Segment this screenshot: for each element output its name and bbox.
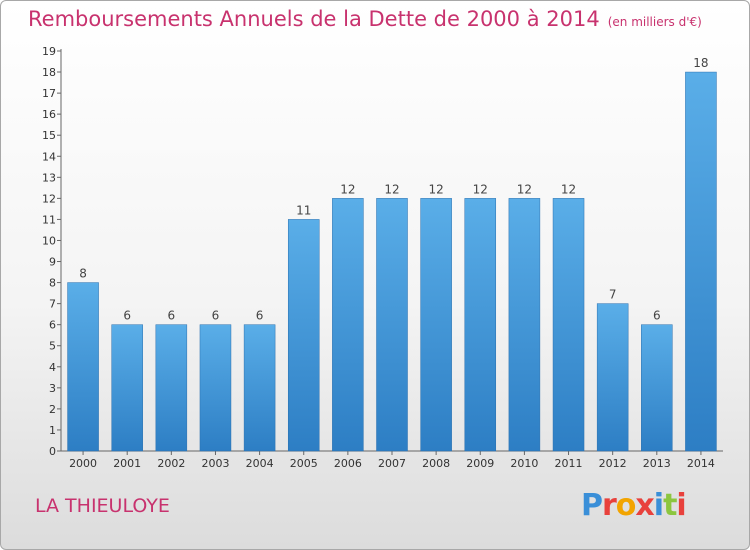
x-tick-label-2005: 2005 [290, 457, 318, 470]
value-label-2014: 18 [693, 56, 708, 70]
bar-2011 [552, 198, 585, 452]
value-label-2007: 12 [384, 182, 399, 196]
x-tick-label-2007: 2007 [378, 457, 406, 470]
y-tick-label: 4 [49, 361, 56, 374]
y-tick-label: 9 [49, 256, 56, 269]
proxiti-logo: Proxiti [581, 488, 687, 523]
value-label-2003: 6 [212, 309, 220, 323]
bar-2010 [508, 198, 541, 452]
x-tick-label-2004: 2004 [246, 457, 274, 470]
x-tick-label-2009: 2009 [466, 457, 494, 470]
y-tick-label: 13 [42, 171, 56, 184]
proxiti-logo-letter: o [615, 488, 637, 523]
proxiti-logo-letter: P [581, 488, 603, 523]
y-tick-label: 19 [42, 45, 56, 58]
chart-title-text: Remboursements Annuels de la Dette de 20… [28, 7, 600, 31]
x-tick-label-2003: 2003 [201, 457, 229, 470]
value-label-2012: 7 [609, 288, 617, 302]
y-tick-label: 0 [49, 445, 56, 458]
x-tick-label-2010: 2010 [510, 457, 538, 470]
x-tick-label-2014: 2014 [687, 457, 715, 470]
chart-unit: (en milliers d'€) [607, 15, 702, 29]
bar-2000 [67, 282, 99, 452]
y-tick-label: 18 [42, 66, 56, 79]
x-tick-label-2013: 2013 [643, 457, 671, 470]
proxiti-logo-letter: i [653, 488, 664, 523]
proxiti-logo-letter: i [676, 488, 686, 523]
bar-2002 [155, 324, 188, 452]
value-label-2008: 12 [428, 182, 443, 196]
value-label-2013: 6 [653, 309, 661, 323]
y-tick-label: 6 [49, 319, 56, 332]
bar-2001 [111, 324, 143, 452]
value-label-2005: 11 [296, 203, 311, 217]
bar-2014 [685, 71, 717, 452]
bar-2005 [287, 219, 320, 452]
bar-2009 [464, 198, 497, 452]
bar-2004 [243, 324, 276, 452]
value-label-2002: 6 [168, 309, 176, 323]
y-tick-label: 2 [49, 403, 56, 416]
x-tick-label-2008: 2008 [422, 457, 450, 470]
x-tick-label-2006: 2006 [334, 457, 362, 470]
bar-2008 [420, 198, 452, 452]
value-label-2011: 12 [561, 182, 576, 196]
value-label-2001: 6 [123, 309, 131, 323]
value-label-2000: 8 [79, 267, 87, 281]
bar-2013 [641, 324, 673, 452]
y-tick-label: 12 [42, 192, 56, 205]
y-tick-label: 17 [42, 87, 56, 100]
x-tick-label-2011: 2011 [555, 457, 583, 470]
value-label-2006: 12 [340, 182, 355, 196]
bar-2007 [376, 198, 408, 452]
y-tick-label: 15 [42, 129, 56, 142]
y-tick-label: 1 [49, 424, 56, 437]
commune-name: LA THIEULOYE [35, 495, 170, 517]
proxiti-logo-letter: t [663, 488, 677, 523]
y-tick-label: 11 [42, 213, 56, 226]
bar-2012 [596, 303, 629, 452]
y-tick-label: 10 [42, 234, 56, 247]
proxiti-logo-letter: r [602, 488, 617, 523]
chart-title: Remboursements Annuels de la Dette de 20… [28, 7, 702, 31]
x-tick-label-2001: 2001 [113, 457, 141, 470]
y-tick-label: 14 [42, 150, 56, 163]
y-tick-label: 5 [49, 340, 56, 353]
y-tick-label: 7 [49, 298, 56, 311]
x-tick-label-2000: 2000 [69, 457, 97, 470]
value-label-2004: 6 [256, 309, 264, 323]
bar-2006 [332, 198, 364, 452]
y-tick-label: 8 [49, 277, 56, 290]
y-tick-label: 16 [42, 108, 56, 121]
proxiti-logo-letter: x [635, 488, 654, 523]
value-label-2010: 12 [517, 182, 532, 196]
x-tick-label-2002: 2002 [157, 457, 185, 470]
value-label-2009: 12 [473, 182, 488, 196]
x-tick-label-2012: 2012 [599, 457, 627, 470]
y-tick-label: 3 [49, 382, 56, 395]
bar-2003 [199, 324, 232, 452]
